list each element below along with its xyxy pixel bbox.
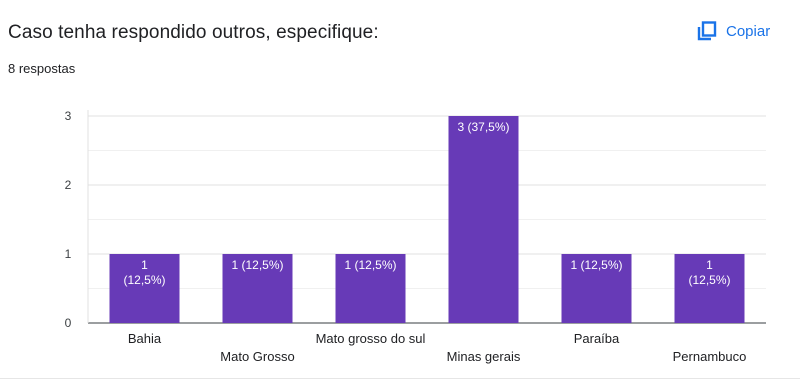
bar-data-label: 1 (12,5%) — [344, 258, 396, 272]
copy-button-label: Copiar — [726, 22, 771, 40]
category-label: Pernambuco — [673, 349, 747, 364]
bar — [222, 254, 293, 323]
bar — [335, 254, 406, 323]
response-count: 8 respostas — [8, 61, 76, 76]
bar-data-label: 1 (12,5%) — [231, 258, 283, 272]
bar-data-label: 3 (37,5%) — [457, 120, 509, 134]
category-label: Minas gerais — [447, 349, 521, 364]
copy-button[interactable]: Copiar — [696, 20, 770, 42]
chart-gridlines — [87, 110, 766, 324]
bar — [561, 254, 632, 323]
y-tick-label: 1 — [65, 247, 72, 261]
bar — [448, 116, 519, 323]
bar-data-label: (12,5%) — [688, 273, 730, 287]
bar-data-label: 1 — [141, 258, 148, 272]
category-label: Paraíba — [574, 331, 620, 346]
y-tick-label: 2 — [65, 178, 72, 192]
chart-bars — [109, 116, 745, 323]
bar-data-label: 1 (12,5%) — [570, 258, 622, 272]
y-tick-label: 0 — [65, 316, 72, 330]
y-tick-label: 3 — [65, 109, 72, 123]
bar — [674, 254, 745, 323]
category-label: Bahia — [128, 331, 162, 346]
bar-data-label: 1 — [706, 258, 713, 272]
bar-data-label: (12,5%) — [123, 273, 165, 287]
category-label: Mato Grosso — [220, 349, 294, 364]
copy-icon — [696, 20, 718, 42]
bar — [109, 254, 180, 323]
category-label: Mato grosso do sul — [316, 331, 426, 346]
question-title: Caso tenha respondido outros, especifiqu… — [8, 22, 379, 43]
